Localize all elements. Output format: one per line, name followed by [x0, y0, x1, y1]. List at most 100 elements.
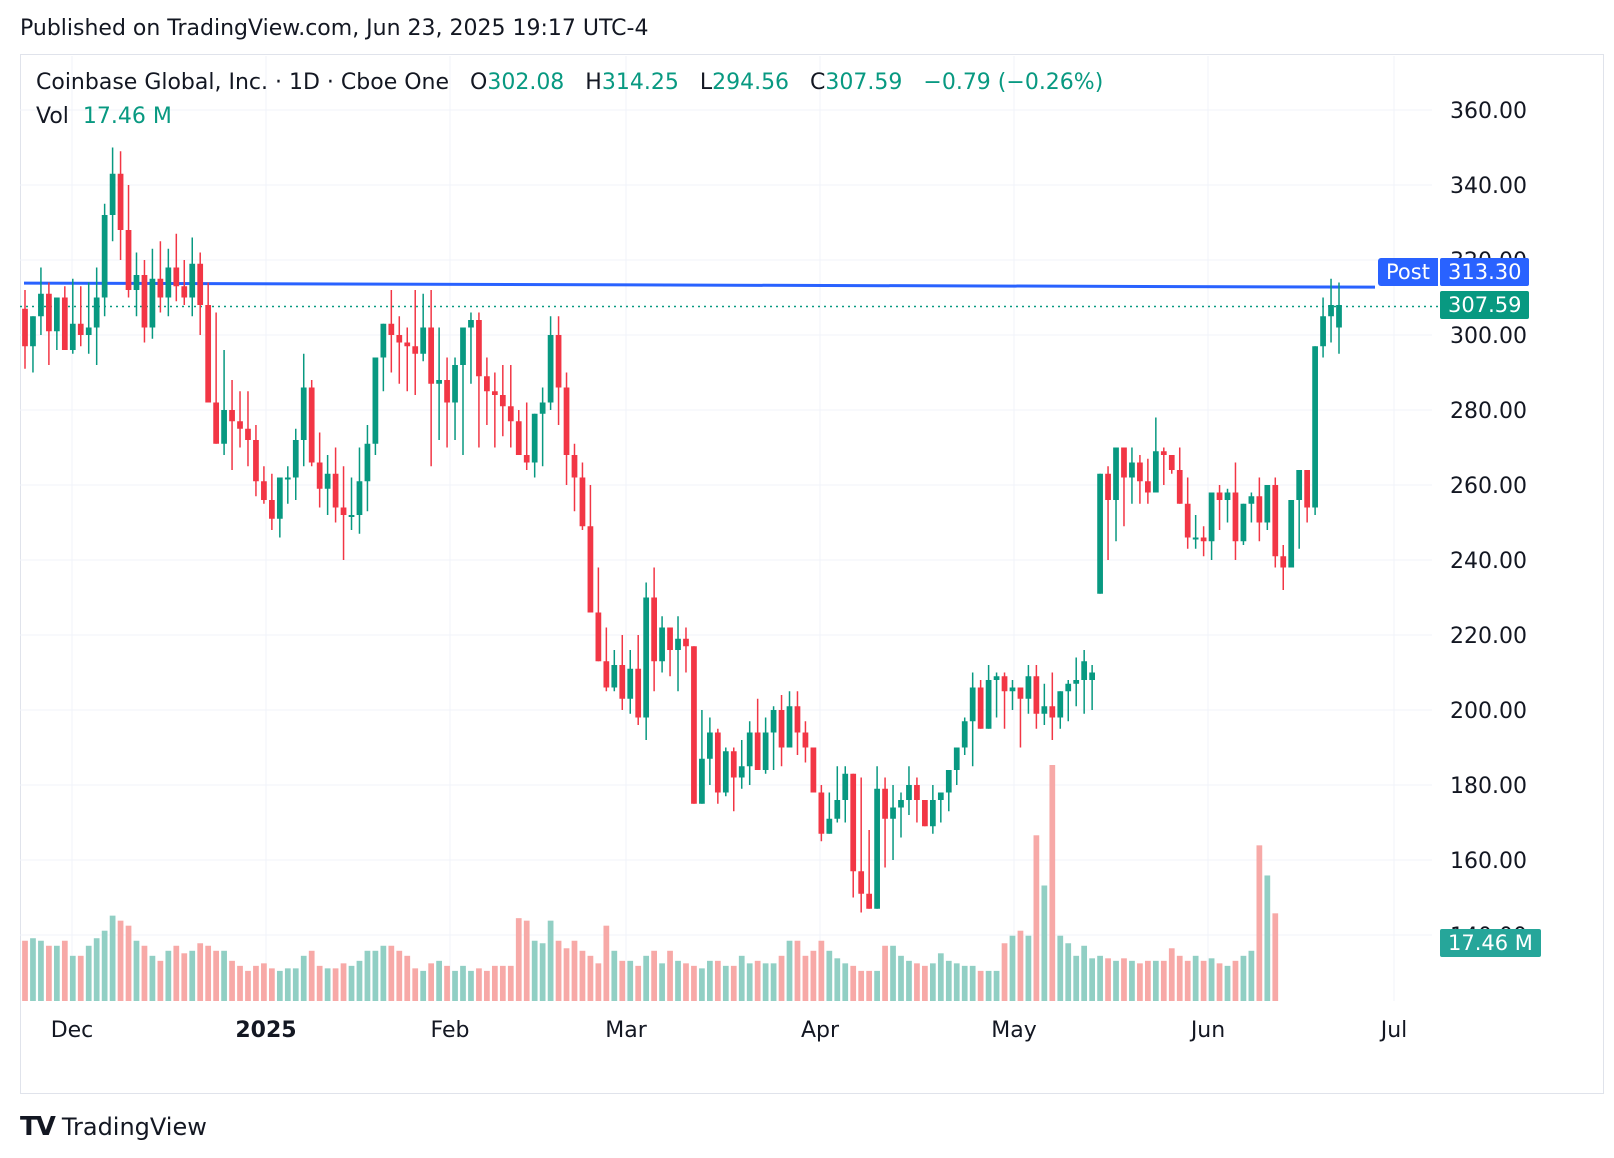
- candle-body: [491, 391, 498, 395]
- candle-body: [643, 597, 650, 718]
- interval-label[interactable]: 1D: [288, 70, 320, 95]
- volume-bar: [1224, 965, 1231, 1001]
- candle-body: [985, 680, 992, 729]
- candle-body: [1129, 462, 1135, 478]
- tradingview-logo[interactable]: TV TradingView: [20, 1112, 207, 1142]
- volume-bar: [850, 965, 857, 1001]
- volume-bar: [356, 960, 363, 1001]
- post-market-line: [23, 281, 1376, 289]
- open-value: 302.08: [487, 70, 565, 95]
- volume-bar: [1272, 913, 1279, 1001]
- volume-bar: [436, 960, 442, 1001]
- candle-body: [683, 638, 689, 647]
- candle-body: [730, 751, 737, 778]
- candle-body: [890, 807, 896, 819]
- candle-body: [117, 173, 124, 230]
- x-tick-label: Jun: [1189, 1018, 1225, 1043]
- candle-body: [507, 406, 514, 422]
- candle-body: [722, 751, 729, 793]
- high-label: H: [585, 70, 602, 95]
- candle-body: [802, 732, 809, 748]
- candle-body: [1304, 470, 1311, 508]
- candle-body: [563, 387, 570, 455]
- y-tick-label: 240.00: [1450, 549, 1527, 574]
- volume-bar: [292, 968, 299, 1001]
- candle-body: [444, 380, 450, 403]
- symbol-name[interactable]: Coinbase Global, Inc.: [36, 70, 268, 95]
- volume-bar: [651, 950, 657, 1001]
- candle-body: [1089, 672, 1095, 680]
- candle-body: [237, 421, 243, 429]
- volume-bar: [898, 955, 904, 1001]
- volume-bar: [906, 960, 912, 1001]
- candle-body: [1208, 492, 1215, 542]
- candle-body: [468, 320, 474, 328]
- candle-body: [1073, 680, 1080, 684]
- low-value: 294.56: [712, 70, 790, 95]
- volume-bar: [555, 940, 562, 1001]
- volume-bar: [1184, 960, 1191, 1001]
- y-tick-label: 300.00: [1450, 324, 1527, 349]
- volume-bar: [922, 965, 928, 1001]
- candle-body: [1105, 473, 1111, 500]
- volume-bar: [1025, 935, 1032, 1001]
- volume-bar: [30, 938, 36, 1001]
- candle-body: [356, 481, 363, 515]
- candle-body: [555, 335, 562, 388]
- candle-body: [173, 267, 180, 287]
- volume-bar: [683, 963, 689, 1001]
- volume-label[interactable]: Vol: [36, 104, 69, 129]
- volume-bar: [380, 945, 387, 1001]
- volume-bar: [109, 915, 116, 1001]
- published-caption: Published on TradingView.com, Jun 23, 20…: [20, 16, 649, 41]
- candle-body: [1145, 481, 1151, 493]
- volume-bar: [810, 950, 817, 1001]
- volume-bar: [738, 955, 745, 1001]
- volume-bar: [786, 940, 793, 1001]
- volume-bar: [197, 943, 204, 1001]
- candle-body: [539, 402, 546, 414]
- volume-bar: [523, 920, 530, 1001]
- volume-bar: [627, 960, 634, 1001]
- candle-body: [197, 263, 204, 305]
- candle-body: [85, 327, 92, 335]
- candle-body: [396, 335, 403, 343]
- volume-bar: [1081, 945, 1088, 1001]
- candle-body: [189, 263, 196, 298]
- volume-bar: [125, 925, 132, 1001]
- candle-body: [595, 612, 602, 662]
- chart-frame[interactable]: [20, 54, 1604, 1094]
- volume-bar: [420, 970, 427, 1001]
- candle-body: [30, 316, 36, 347]
- candle-body: [651, 597, 657, 662]
- volume-bar: [1176, 955, 1183, 1001]
- candle-body: [858, 871, 865, 894]
- volume-bar: [507, 965, 514, 1001]
- volume-bar: [269, 968, 275, 1001]
- candle-body: [229, 410, 235, 422]
- candle-body: [778, 710, 785, 748]
- candle-body: [714, 732, 721, 793]
- volume-bar: [977, 970, 984, 1001]
- candle-body: [977, 687, 984, 729]
- volume-bar: [778, 955, 785, 1001]
- volume-bar: [842, 963, 849, 1001]
- volume-bar: [85, 945, 92, 1001]
- volume-bar: [340, 963, 347, 1001]
- candle-body: [1264, 485, 1271, 523]
- volume-bar: [985, 970, 992, 1001]
- volume-bar: [237, 965, 243, 1001]
- exchange-label: Cboe One: [340, 70, 450, 95]
- volume-bar: [221, 950, 227, 1001]
- candle-body: [213, 402, 219, 444]
- candle-body: [929, 800, 936, 827]
- candle-body: [1057, 691, 1064, 718]
- volume-bar: [1264, 875, 1271, 1001]
- candle-body: [46, 293, 52, 332]
- candle-body: [1001, 676, 1008, 692]
- volume-bar: [300, 955, 307, 1001]
- volume-bar: [929, 963, 936, 1001]
- volume-bar: [22, 940, 28, 1001]
- volume-bar: [874, 970, 880, 1001]
